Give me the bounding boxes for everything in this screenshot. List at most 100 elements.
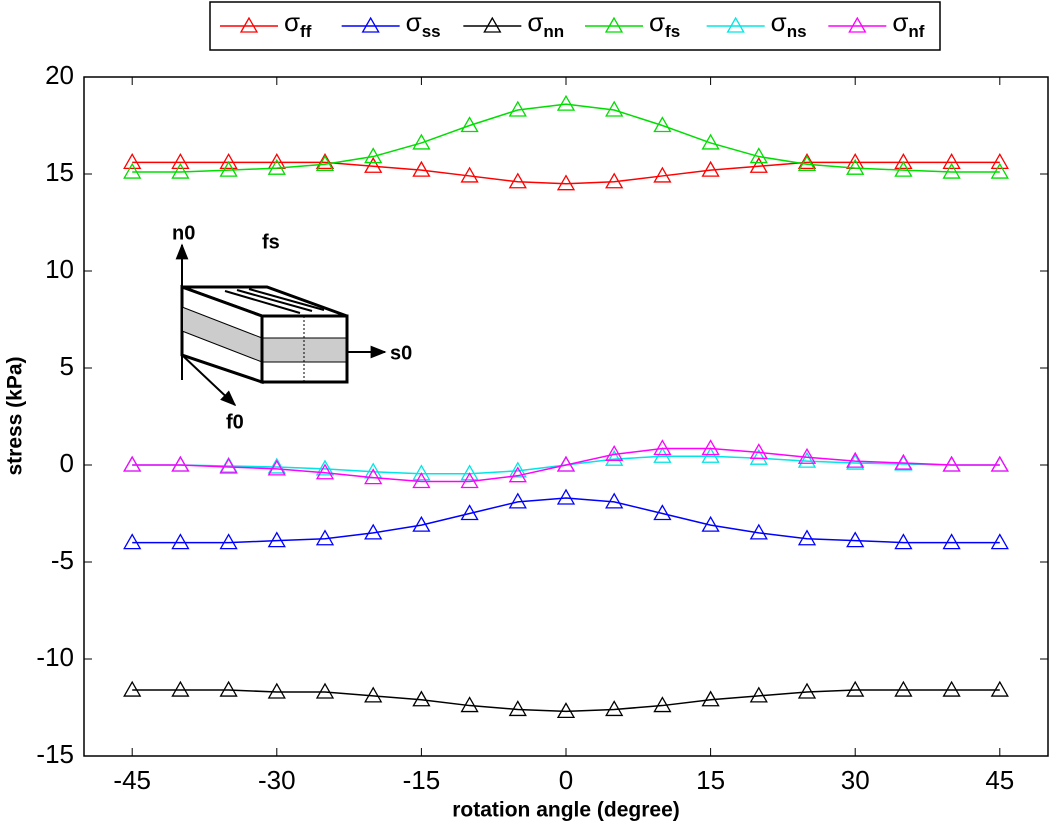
x-axis-label: rotation angle (degree) bbox=[452, 799, 680, 822]
series-line bbox=[132, 103, 1000, 173]
point-marker bbox=[123, 680, 142, 697]
point-marker bbox=[797, 153, 817, 170]
legend-marker bbox=[848, 16, 867, 33]
point-marker bbox=[171, 455, 190, 472]
point-marker bbox=[942, 455, 961, 472]
point-marker bbox=[315, 463, 335, 480]
point-marker bbox=[749, 147, 768, 164]
inset-diagram bbox=[175, 243, 387, 407]
legend-label: σss bbox=[406, 7, 441, 42]
y-tick-label: 20 bbox=[45, 60, 74, 90]
legend-marker bbox=[726, 16, 745, 33]
point-marker bbox=[990, 162, 1009, 179]
legend-label: σff bbox=[284, 7, 312, 42]
point-marker bbox=[797, 451, 817, 468]
point-marker bbox=[942, 533, 961, 550]
point-marker bbox=[364, 468, 383, 485]
point-marker bbox=[556, 702, 576, 719]
point-marker bbox=[605, 492, 624, 509]
point-marker bbox=[701, 446, 720, 463]
point-marker bbox=[315, 154, 335, 171]
point-marker bbox=[797, 154, 817, 171]
point-marker bbox=[412, 160, 431, 177]
point-marker bbox=[749, 156, 768, 173]
point-marker bbox=[267, 158, 286, 175]
series-line bbox=[132, 689, 1000, 713]
point-marker bbox=[123, 455, 142, 472]
point-marker bbox=[942, 153, 961, 170]
legend-marker bbox=[361, 16, 380, 33]
annotation: f0 bbox=[226, 411, 244, 433]
point-marker bbox=[315, 459, 335, 476]
point-marker bbox=[653, 439, 672, 456]
point-marker bbox=[749, 448, 768, 465]
y-tick-label: 15 bbox=[45, 157, 74, 187]
point-marker bbox=[653, 504, 672, 521]
x-tick-label: 30 bbox=[841, 765, 870, 795]
point-marker bbox=[701, 515, 720, 532]
point-marker bbox=[894, 533, 913, 550]
point-marker bbox=[942, 162, 961, 179]
point-marker bbox=[364, 156, 383, 173]
x-tick-label: -30 bbox=[258, 765, 296, 795]
point-marker bbox=[797, 682, 817, 699]
point-marker bbox=[171, 162, 190, 179]
point-marker bbox=[219, 160, 238, 177]
y-tick-label: 0 bbox=[60, 448, 74, 478]
point-marker bbox=[315, 153, 335, 170]
point-marker bbox=[460, 116, 479, 133]
point-marker bbox=[460, 696, 479, 713]
point-marker bbox=[894, 160, 913, 177]
point-marker bbox=[894, 680, 913, 697]
point-marker bbox=[219, 680, 238, 697]
series-line bbox=[132, 497, 1000, 544]
y-axis-label: stress (kPa) bbox=[4, 356, 27, 475]
point-marker bbox=[990, 680, 1009, 697]
point-marker bbox=[605, 700, 624, 717]
point-marker bbox=[267, 531, 286, 548]
point-marker bbox=[797, 447, 817, 464]
point-marker bbox=[653, 696, 672, 713]
legend-label: σfs bbox=[649, 7, 680, 42]
point-marker bbox=[171, 533, 190, 550]
point-marker bbox=[942, 680, 961, 697]
point-marker bbox=[605, 445, 624, 461]
point-marker bbox=[990, 455, 1009, 472]
point-marker bbox=[171, 153, 190, 170]
point-marker bbox=[942, 455, 961, 472]
point-marker bbox=[219, 457, 238, 474]
point-marker bbox=[556, 488, 576, 505]
y-tick-label: 5 bbox=[60, 351, 74, 381]
legend-marker bbox=[604, 16, 624, 33]
x-tick-label: 45 bbox=[985, 765, 1014, 795]
point-marker bbox=[267, 459, 286, 476]
point-marker bbox=[508, 172, 527, 189]
x-tick-label: 15 bbox=[696, 765, 725, 795]
y-tick-label: 10 bbox=[45, 254, 74, 284]
point-marker bbox=[556, 174, 576, 191]
point-marker bbox=[846, 158, 865, 175]
point-marker bbox=[123, 162, 142, 179]
legend-label: σns bbox=[771, 7, 807, 42]
legend-label: σnf bbox=[892, 7, 924, 42]
point-marker bbox=[556, 94, 576, 111]
point-marker bbox=[412, 515, 431, 532]
point-marker bbox=[990, 455, 1009, 472]
legend-box bbox=[209, 1, 941, 51]
x-tick-label: -45 bbox=[113, 765, 151, 795]
point-marker bbox=[508, 100, 527, 117]
y-tick-label: -15 bbox=[36, 739, 74, 769]
point-marker bbox=[701, 439, 720, 456]
point-marker bbox=[894, 153, 913, 170]
point-marker bbox=[508, 461, 527, 478]
annotation: n0 bbox=[172, 222, 195, 244]
point-marker bbox=[412, 472, 431, 489]
point-marker bbox=[749, 686, 768, 703]
series-line bbox=[132, 447, 1000, 483]
point-marker bbox=[412, 690, 431, 707]
point-marker bbox=[508, 700, 527, 717]
point-marker bbox=[364, 523, 383, 540]
point-marker bbox=[749, 523, 768, 540]
point-marker bbox=[846, 453, 865, 470]
